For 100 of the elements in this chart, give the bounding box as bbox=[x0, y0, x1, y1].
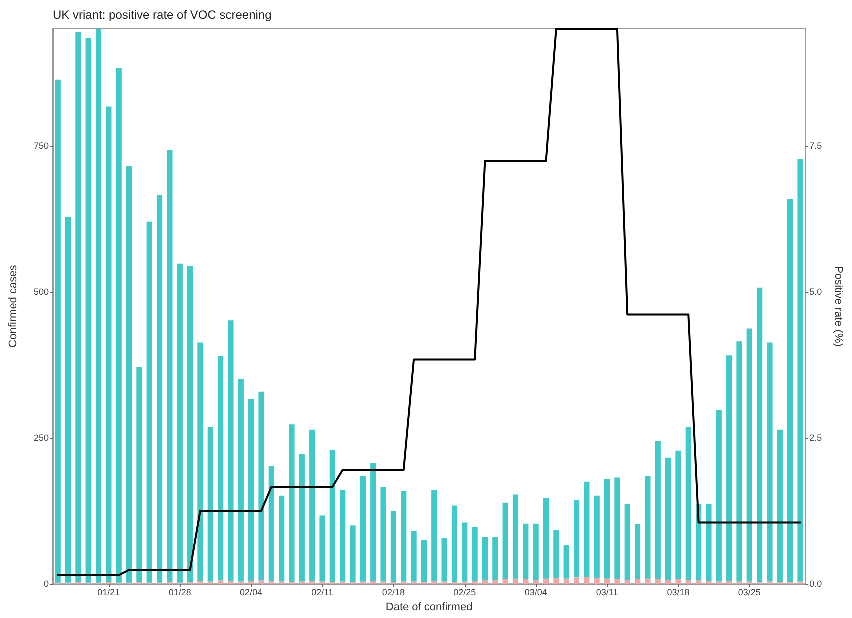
x-tick-label: 01/21 bbox=[98, 588, 120, 598]
bar bbox=[360, 476, 366, 582]
bar bbox=[299, 454, 305, 582]
bar bbox=[350, 526, 356, 582]
x-tick-label: 01/28 bbox=[168, 588, 192, 598]
bar bbox=[726, 581, 732, 584]
x-tick-label: 02/11 bbox=[312, 588, 334, 598]
x-tick-label: 03/25 bbox=[738, 588, 761, 598]
bar bbox=[624, 580, 630, 584]
bar bbox=[574, 500, 580, 578]
bar bbox=[258, 392, 264, 581]
bar bbox=[462, 522, 468, 582]
bar bbox=[788, 199, 794, 582]
x-tick-label: 02/25 bbox=[454, 588, 476, 598]
bar bbox=[564, 546, 570, 579]
bar bbox=[218, 580, 224, 584]
bar bbox=[442, 538, 448, 582]
bar bbox=[554, 530, 560, 578]
bar bbox=[76, 32, 82, 582]
bar bbox=[533, 580, 539, 584]
bar bbox=[686, 580, 692, 584]
bar bbox=[452, 506, 458, 582]
bar bbox=[665, 580, 672, 584]
bar bbox=[767, 342, 773, 582]
bar bbox=[86, 38, 92, 583]
bar bbox=[411, 532, 417, 582]
x-tick-label: 03/11 bbox=[596, 588, 618, 598]
bar bbox=[584, 577, 590, 584]
bar bbox=[330, 450, 336, 582]
bar bbox=[543, 578, 550, 584]
x-tick-label: 02/18 bbox=[382, 588, 405, 598]
bar bbox=[624, 504, 630, 580]
x-axis-title: Date of confirmed bbox=[386, 602, 473, 614]
bar bbox=[248, 581, 254, 584]
bar bbox=[706, 581, 712, 584]
bar bbox=[340, 490, 346, 582]
bar bbox=[614, 579, 620, 584]
bar bbox=[248, 399, 254, 582]
bar bbox=[432, 581, 438, 584]
bar bbox=[543, 498, 550, 579]
chart-title: UK vriant: positive rate of VOC screening bbox=[53, 8, 272, 22]
bar bbox=[757, 288, 763, 582]
bar bbox=[492, 580, 498, 584]
bar bbox=[767, 582, 773, 584]
bar bbox=[533, 524, 539, 580]
bar bbox=[502, 502, 508, 580]
bar bbox=[604, 480, 610, 579]
bar bbox=[310, 581, 316, 584]
bar bbox=[686, 428, 692, 580]
bar bbox=[238, 379, 244, 582]
bar bbox=[258, 580, 264, 584]
bar bbox=[777, 430, 783, 582]
y-tick-label: 0 bbox=[44, 579, 49, 590]
bar bbox=[289, 424, 295, 582]
line-series bbox=[57, 28, 802, 576]
bar bbox=[228, 320, 234, 582]
bar bbox=[645, 578, 651, 584]
y-axis-title: Confirmed cases bbox=[8, 264, 20, 348]
bar bbox=[614, 478, 620, 580]
bar bbox=[390, 511, 396, 582]
bar bbox=[706, 504, 712, 582]
y-tick-label: 750 bbox=[34, 140, 49, 151]
bar bbox=[482, 580, 488, 584]
y2-tick-label: 5.0 bbox=[810, 286, 822, 297]
bar bbox=[512, 578, 519, 584]
bar bbox=[198, 342, 204, 582]
bar bbox=[136, 367, 142, 582]
bar bbox=[167, 150, 173, 582]
bar bbox=[736, 582, 742, 584]
bar bbox=[310, 430, 316, 582]
bar bbox=[655, 442, 661, 580]
bar bbox=[634, 579, 641, 584]
y-tick-label: 500 bbox=[34, 286, 49, 297]
bar bbox=[492, 537, 498, 580]
bar bbox=[634, 524, 641, 580]
bar bbox=[564, 578, 570, 584]
bar bbox=[746, 328, 752, 582]
bar bbox=[208, 428, 214, 582]
bar bbox=[228, 581, 234, 584]
bar bbox=[523, 524, 529, 580]
bar bbox=[676, 450, 682, 580]
y2-axis-title: Positive rate (%) bbox=[832, 266, 844, 347]
bar bbox=[584, 482, 590, 578]
bar bbox=[432, 490, 438, 582]
bar bbox=[472, 581, 478, 584]
bar bbox=[482, 537, 488, 581]
x-tick-label: 02/04 bbox=[240, 588, 263, 598]
y-tick-label: 250 bbox=[34, 433, 49, 444]
bar bbox=[502, 579, 508, 584]
bar bbox=[421, 540, 428, 582]
bar bbox=[726, 356, 732, 582]
bar bbox=[512, 494, 519, 579]
bar bbox=[126, 166, 132, 583]
bar bbox=[96, 29, 102, 583]
bar bbox=[268, 466, 274, 582]
bar bbox=[279, 496, 285, 582]
y2-tick-label: 2.5 bbox=[810, 433, 822, 444]
bar bbox=[665, 458, 672, 580]
bar bbox=[380, 487, 386, 582]
bar bbox=[370, 463, 376, 582]
